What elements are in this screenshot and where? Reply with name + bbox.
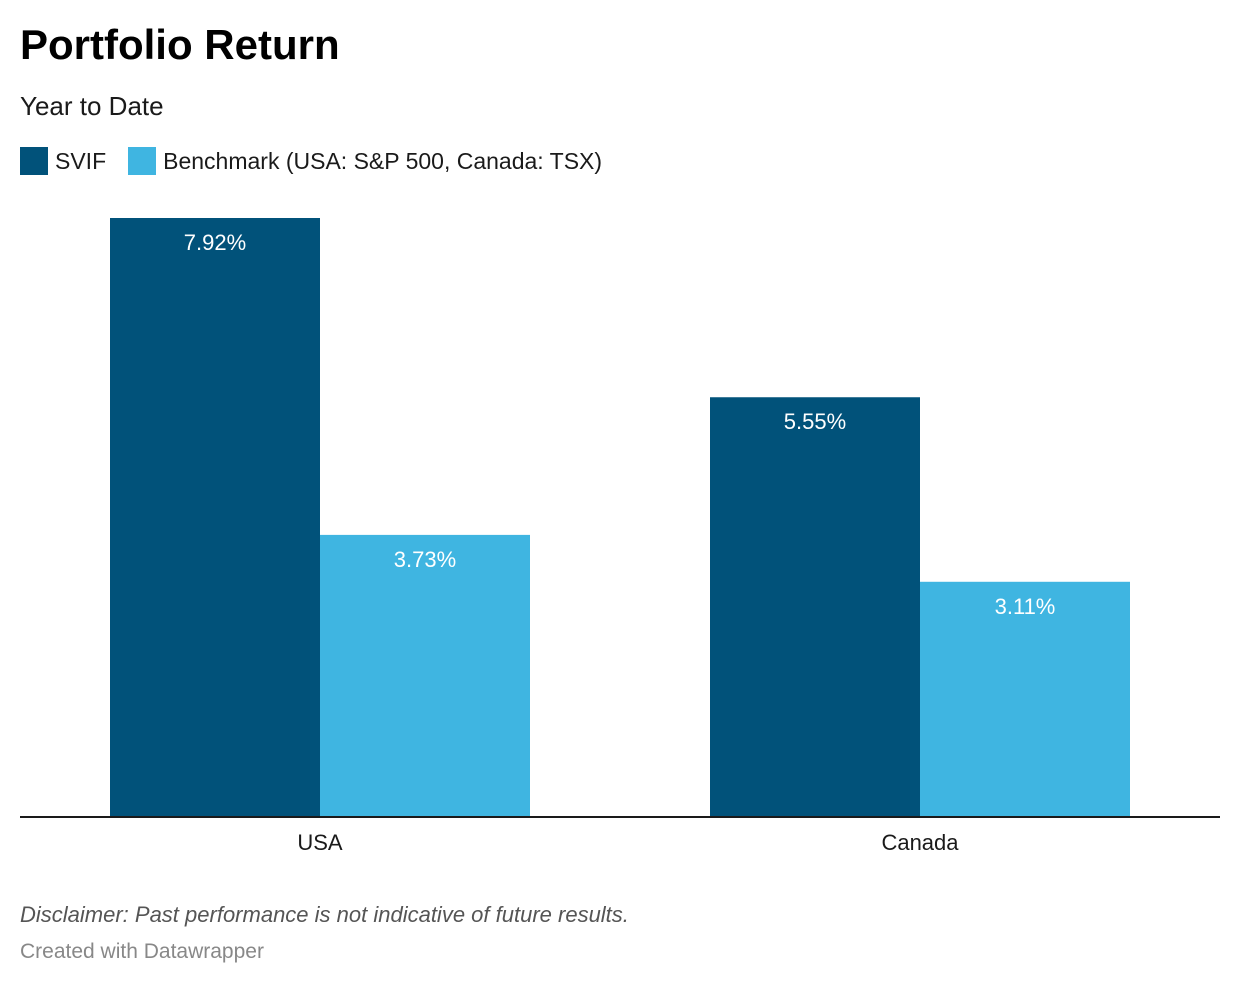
bar-svif-usa — [110, 218, 320, 817]
chart-subtitle: Year to Date — [20, 91, 164, 121]
x-tick-label-canada: Canada — [881, 830, 959, 855]
credit-text: Created with Datawrapper — [20, 940, 264, 963]
bar-benchmark-canada — [920, 581, 1130, 817]
disclaimer-text: Disclaimer: Past performance is not indi… — [20, 902, 629, 927]
legend-swatch-benchmark — [128, 147, 157, 175]
chart-title: Portfolio Return — [20, 21, 340, 68]
bar-benchmark-usa — [320, 534, 530, 817]
data-label-svif-usa: 7.92% — [184, 230, 246, 255]
legend: SVIF Benchmark (USA: S&P 500, Canada: TS… — [20, 146, 624, 176]
legend-item-svif: SVIF — [20, 147, 106, 175]
x-tick-label-usa: USA — [297, 830, 343, 855]
data-label-benchmark-canada: 3.11% — [995, 594, 1056, 619]
data-label-svif-canada: 5.55% — [784, 409, 846, 434]
bar-svif-canada — [710, 397, 920, 817]
legend-item-benchmark: Benchmark (USA: S&P 500, Canada: TSX) — [128, 147, 602, 175]
legend-label-benchmark: Benchmark (USA: S&P 500, Canada: TSX) — [163, 147, 603, 174]
data-label-benchmark-usa: 3.73% — [394, 547, 456, 572]
legend-label-svif: SVIF — [55, 147, 107, 174]
legend-swatch-svif — [20, 147, 48, 175]
